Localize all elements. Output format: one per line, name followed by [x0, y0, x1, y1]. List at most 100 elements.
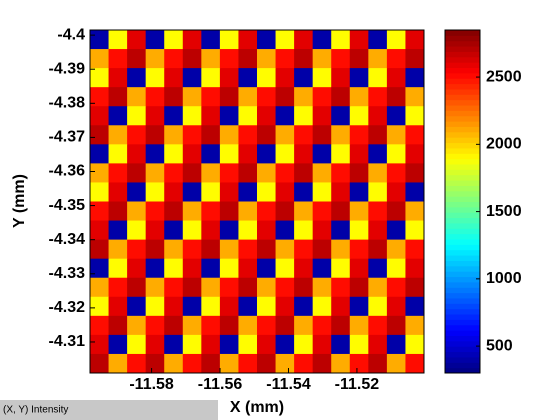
status-bar: [0, 400, 218, 420]
heat-cell: [201, 68, 221, 88]
heat-cell: [108, 125, 128, 145]
heat-cell: [349, 68, 369, 88]
colorbar-tick-label: 1000: [486, 270, 522, 287]
colorbar-band: [445, 51, 480, 58]
colorbar-band: [445, 126, 480, 133]
colorbar-band: [445, 308, 480, 315]
heat-cell: [219, 144, 239, 164]
heat-cell: [331, 296, 351, 317]
heat-cell: [201, 239, 221, 260]
heat-cell: [145, 163, 165, 183]
colorbar-band: [445, 40, 480, 47]
heat-cell: [182, 182, 202, 202]
heat-cell: [331, 315, 351, 336]
colorbar-band: [445, 88, 480, 95]
heat-cell: [349, 296, 369, 317]
heat-cell: [238, 49, 258, 69]
heat-cell: [164, 353, 184, 374]
heat-cell: [164, 315, 184, 336]
heat-cell: [90, 49, 110, 69]
heat-cell: [145, 239, 165, 260]
heat-cell: [386, 239, 406, 260]
heat-cell: [257, 163, 277, 183]
heat-cell: [405, 125, 425, 145]
heat-cell: [108, 87, 128, 107]
heat-cell: [275, 334, 295, 355]
heat-cell: [294, 239, 314, 260]
heat-cell: [257, 220, 277, 241]
heat-cell: [349, 258, 369, 279]
heat-cell: [368, 30, 388, 50]
heat-cell: [349, 30, 369, 50]
heat-cell: [182, 49, 202, 69]
heat-cell: [386, 125, 406, 145]
heat-cell: [275, 201, 295, 222]
heat-cell: [238, 334, 258, 355]
heat-cell: [164, 277, 184, 298]
colorbar-band: [445, 335, 480, 342]
heat-cell: [219, 87, 239, 107]
heat-cell: [331, 277, 351, 298]
colorbar-tick-label: 2500: [486, 68, 522, 85]
colorbar-band: [445, 287, 480, 294]
y-tick-label: -4.36: [49, 163, 86, 180]
heat-cell: [238, 277, 258, 298]
colorbar-band: [445, 319, 480, 326]
heat-cell: [405, 30, 425, 50]
heat-cell: [127, 87, 147, 107]
heat-cell: [257, 201, 277, 222]
heat-cell: [201, 125, 221, 145]
y-tick-label: -4.37: [49, 129, 86, 146]
heat-cell: [219, 49, 239, 69]
heat-cell: [368, 334, 388, 355]
heat-cell: [238, 87, 258, 107]
heat-cell: [405, 239, 425, 260]
heat-cell: [257, 315, 277, 336]
heat-cell: [201, 182, 221, 202]
heat-cell: [127, 201, 147, 222]
heat-cell: [275, 258, 295, 279]
colorbar-band: [445, 180, 480, 186]
heat-cell: [405, 277, 425, 298]
colorbar-band: [445, 222, 480, 229]
heat-cell: [238, 125, 258, 145]
heat-cell: [257, 258, 277, 279]
heat-cell: [90, 315, 110, 336]
heat-cell: [90, 277, 110, 298]
heat-cell: [349, 353, 369, 374]
heat-cell: [275, 87, 295, 107]
colorbar-band: [445, 56, 480, 63]
colorbar-band: [445, 196, 480, 202]
heat-cell: [331, 68, 351, 88]
colorbar-band: [445, 67, 480, 74]
heat-cell: [386, 334, 406, 355]
heat-cell: [238, 30, 258, 50]
heat-cell: [312, 87, 332, 107]
heat-cell: [368, 315, 388, 336]
heat-cell: [275, 106, 295, 126]
heat-cell: [127, 277, 147, 298]
heat-cell: [386, 220, 406, 241]
heat-cell: [90, 144, 110, 164]
heat-cell: [368, 144, 388, 164]
heat-cell: [275, 220, 295, 241]
heat-cell: [294, 220, 314, 241]
colorbar-band: [445, 147, 480, 154]
heat-cell: [368, 68, 388, 88]
heat-cell: [145, 220, 165, 241]
colorbar-band: [445, 35, 480, 42]
colorbar-band: [445, 158, 480, 165]
heat-cell: [201, 353, 221, 374]
heat-cell: [368, 296, 388, 317]
heat-cell: [90, 30, 110, 50]
colorbar-tick-label: 1500: [486, 203, 522, 220]
heat-cell: [386, 258, 406, 279]
heat-cell: [294, 315, 314, 336]
heat-cell: [108, 201, 128, 222]
heat-cell: [386, 68, 406, 88]
heat-cell: [331, 30, 351, 50]
heat-cell: [275, 239, 295, 260]
heat-cell: [294, 144, 314, 164]
heat-cell: [145, 296, 165, 317]
heat-cell: [294, 201, 314, 222]
